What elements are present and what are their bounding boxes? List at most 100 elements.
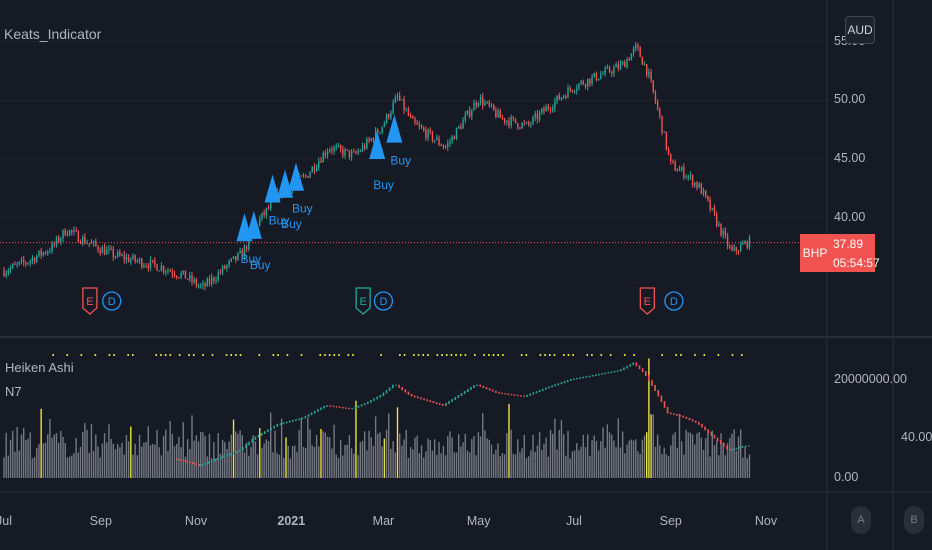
volume-bar bbox=[241, 435, 243, 478]
volume-bar bbox=[713, 445, 716, 478]
signal-dot bbox=[464, 354, 467, 356]
candle-body bbox=[447, 143, 449, 148]
volume-bar bbox=[486, 438, 488, 478]
candle-body bbox=[700, 183, 703, 194]
volume-bar bbox=[543, 443, 545, 478]
candle-body bbox=[591, 76, 593, 84]
heiken-ashi-candle bbox=[267, 429, 269, 433]
volume-bar bbox=[329, 437, 331, 478]
heiken-ashi-candle bbox=[626, 365, 628, 369]
volume-bar bbox=[167, 450, 169, 478]
candle-body bbox=[420, 126, 423, 129]
dividend-marker[interactable] bbox=[373, 291, 394, 311]
volume-bar bbox=[348, 435, 351, 478]
candle-body bbox=[138, 258, 141, 261]
candle-body bbox=[506, 120, 508, 123]
volume-bar bbox=[626, 444, 628, 478]
signal-dot bbox=[694, 354, 696, 356]
volume-bar bbox=[138, 434, 141, 478]
volume-bar bbox=[22, 428, 25, 478]
volume-bar bbox=[545, 437, 547, 478]
candle-body bbox=[342, 149, 344, 156]
volume-bar bbox=[57, 442, 60, 478]
heiken-ashi-candle bbox=[676, 414, 678, 416]
candle-body bbox=[326, 151, 329, 156]
signal-dot bbox=[230, 354, 233, 356]
candle-body bbox=[66, 234, 69, 236]
auto-scale-button[interactable]: A bbox=[851, 506, 871, 534]
candle-body bbox=[729, 246, 731, 248]
heiken-ashi-candle bbox=[498, 391, 500, 394]
candle-body bbox=[449, 141, 451, 144]
volume-bar bbox=[291, 446, 294, 478]
volume-bar bbox=[700, 437, 703, 478]
buy-signal-triangle bbox=[386, 114, 403, 143]
volume-bar bbox=[298, 430, 300, 478]
candle-body bbox=[484, 102, 486, 106]
volume-bar bbox=[433, 439, 436, 478]
candle-body bbox=[219, 272, 222, 274]
candle-body bbox=[300, 175, 303, 177]
time-tick-label: Nov bbox=[754, 514, 778, 528]
volume-bar bbox=[254, 441, 257, 478]
candle-body bbox=[499, 110, 501, 118]
candle-body bbox=[569, 87, 571, 90]
dividend-marker[interactable] bbox=[664, 291, 684, 311]
volume-bar bbox=[385, 429, 388, 478]
dividend-marker[interactable] bbox=[102, 291, 122, 311]
buy-signal-triangle bbox=[264, 174, 281, 203]
candle-body bbox=[263, 212, 265, 215]
volume-bar bbox=[573, 450, 576, 478]
candle-body bbox=[429, 129, 431, 132]
candle-body bbox=[552, 108, 554, 110]
candle-body bbox=[667, 149, 670, 154]
heiken-ashi-candle bbox=[310, 412, 313, 416]
volume-bar bbox=[388, 413, 390, 478]
volume-bar bbox=[132, 454, 134, 478]
heiken-ashi-candle bbox=[457, 395, 460, 398]
volume-bar bbox=[639, 454, 641, 478]
heiken-ashi-candle bbox=[604, 372, 606, 375]
candle-body bbox=[635, 44, 637, 49]
candle-body bbox=[556, 95, 558, 102]
signal-dot bbox=[66, 354, 69, 356]
candle-body bbox=[346, 149, 348, 151]
heiken-ashi-candle bbox=[276, 424, 279, 427]
candle-body bbox=[392, 102, 394, 113]
heiken-ashi-candle bbox=[476, 384, 478, 386]
heiken-ashi-candle bbox=[226, 454, 229, 457]
heiken-ashi-candle bbox=[716, 437, 719, 442]
candle-body bbox=[385, 114, 388, 124]
volume-bar bbox=[372, 446, 375, 478]
earnings-marker[interactable] bbox=[355, 287, 371, 315]
candle-body bbox=[423, 128, 425, 131]
volume-bar bbox=[346, 444, 348, 478]
volume-bar bbox=[416, 435, 418, 478]
volume-bar bbox=[248, 455, 250, 478]
scale-b-button[interactable]: B bbox=[904, 506, 924, 534]
volume-bar bbox=[715, 440, 718, 478]
volume-bar bbox=[591, 440, 593, 478]
volume-bar bbox=[296, 451, 298, 478]
candle-body bbox=[103, 247, 106, 255]
earnings-marker[interactable] bbox=[82, 287, 98, 315]
volume-bar bbox=[136, 455, 139, 478]
candle-body bbox=[64, 229, 66, 236]
volume-bar bbox=[300, 418, 303, 478]
earnings-marker[interactable] bbox=[639, 287, 655, 315]
candle-body bbox=[110, 248, 112, 250]
indicator-title[interactable]: Keats_Indicator bbox=[4, 26, 102, 42]
signal-dot bbox=[441, 354, 443, 356]
lower-pane-title[interactable]: Heiken Ashi bbox=[5, 360, 74, 375]
volume-bar bbox=[471, 439, 473, 478]
volume-bar bbox=[458, 434, 460, 478]
volume-bar bbox=[442, 445, 445, 478]
heiken-ashi-candle bbox=[735, 447, 738, 450]
candle-body bbox=[600, 74, 602, 79]
currency-button[interactable]: AUD bbox=[845, 16, 875, 44]
signal-dot bbox=[427, 354, 429, 356]
candle-body bbox=[431, 131, 434, 141]
volume-bar bbox=[724, 455, 727, 478]
